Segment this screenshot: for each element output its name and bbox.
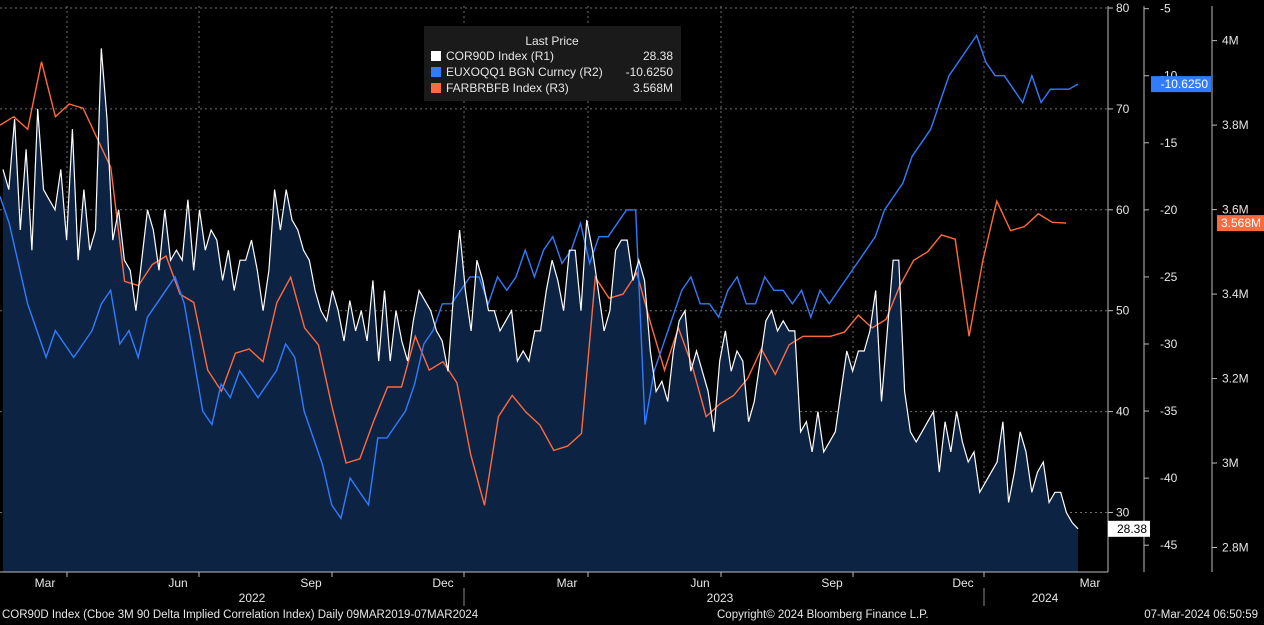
legend-label-1: EUXOQQ1 BGN Curncy (R2) [446,65,603,79]
euxoqq1-last-tag: -10.6250 [1161,77,1209,91]
footer: COR90D Index (Cboe 3M 90 Delta Implied C… [0,606,1264,625]
r3-tick-label: 3.6M [1222,203,1249,217]
legend-value-2: 3.568M [633,81,673,95]
cor90d-last-tag: 28.38 [1117,522,1147,536]
x-tick-label: Jun [168,576,187,590]
r3-tick-label: 2.8M [1222,541,1249,555]
r1-tick-label: 30 [1116,505,1130,519]
r3-tick-label: 3.4M [1222,287,1249,301]
r2-tick-label: -45 [1160,538,1178,552]
x-tick-label: Dec [952,576,973,590]
r1-tick-label: 40 [1116,405,1130,419]
legend-value-1: -10.6250 [626,65,674,79]
legend-value-0: 28.38 [643,49,673,63]
legend-label-0: COR90D Index (R1) [446,49,554,63]
cor90d-fill [3,48,1078,572]
legend-swatch-2 [431,83,441,93]
euxoqq1-line [0,33,1079,521]
r1-tick-label: 60 [1116,203,1130,217]
euxoqq1-last-tag-bg [1151,76,1211,93]
r2-tick-label: -30 [1160,337,1178,351]
r2-tick-label: -20 [1160,203,1178,217]
farbrbfb-last-tag-bg [1217,215,1264,232]
x-year-label: 2022 [239,591,266,605]
x-tick-label: Dec [432,576,453,590]
x-tick-label: Sep [821,576,843,590]
r1-tick-label: 70 [1116,102,1130,116]
r2-tick-label: -15 [1160,136,1178,150]
legend-box [424,26,681,101]
legend-label-2: FARBRBFB Index (R3) [446,81,569,95]
cor90d-area [3,48,1078,572]
x-tick-label: Jun [690,576,709,590]
x-tick-label: Mar [557,576,578,590]
x-year-label: 2024 [1032,591,1059,605]
footer-copyright: Copyright© 2024 Bloomberg Finance L.P. [717,609,929,621]
r2-tick-label: -25 [1160,270,1178,284]
r3-tick-label: 3.8M [1222,118,1249,132]
series-lines [0,33,1079,530]
axes: 304050607080-45-40-35-30-25-20-15-10-52.… [0,1,1264,606]
r1-tick-label: 50 [1116,304,1130,318]
farbrbfb-last-tag: 3.568M [1221,216,1261,230]
footer-title: COR90D Index (Cboe 3M 90 Delta Implied C… [2,609,479,621]
footer-timestamp: 07-Mar-2024 06:50:59 [1144,609,1258,621]
r2-tick-label: -40 [1160,471,1178,485]
r2-tick-label: -35 [1160,404,1178,418]
r3-tick-label: 3.2M [1222,372,1249,386]
x-year-label: 2023 [707,591,734,605]
x-tick-label: Mar [1080,576,1101,590]
r2-tick-label: -5 [1160,2,1171,16]
cor90d-line [2,48,1079,530]
legend-swatch-1 [431,67,441,77]
r3-tick-label: 4M [1222,34,1239,48]
x-tick-label: Sep [300,576,322,590]
r1-tick-label: 80 [1116,1,1130,15]
cor90d-last-tag-bg [1108,520,1150,537]
legend-header: Last Price [525,34,579,48]
legend-swatch-0 [431,51,441,61]
x-tick-label: Mar [35,576,56,590]
r3-tick-label: 3M [1222,456,1239,470]
